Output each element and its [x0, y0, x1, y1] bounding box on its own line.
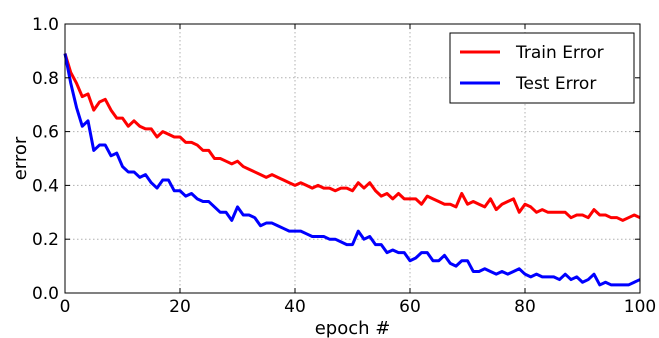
y-tick-label: 0.6 — [32, 123, 59, 143]
legend-label-test-error: Test Error — [515, 74, 596, 94]
x-tick-label: 80 — [514, 297, 536, 317]
y-axis-label: error — [10, 136, 31, 180]
x-tick-label: 0 — [60, 297, 71, 317]
x-tick-label: 20 — [169, 297, 191, 317]
y-tick-label: 0.4 — [32, 176, 59, 196]
x-tick-label: 100 — [624, 297, 656, 317]
y-tick-label: 0.0 — [32, 284, 59, 304]
legend: Train Error Test Error — [450, 33, 634, 103]
y-tick-label: 0.8 — [32, 69, 59, 89]
legend-label-train-error: Train Error — [515, 43, 604, 63]
x-axis-label: epoch # — [315, 318, 391, 338]
x-tick-label: 40 — [284, 297, 306, 317]
y-tick-label: 0.2 — [32, 230, 59, 250]
y-tick-label: 1.0 — [32, 15, 59, 35]
x-tick-label: 60 — [399, 297, 421, 317]
